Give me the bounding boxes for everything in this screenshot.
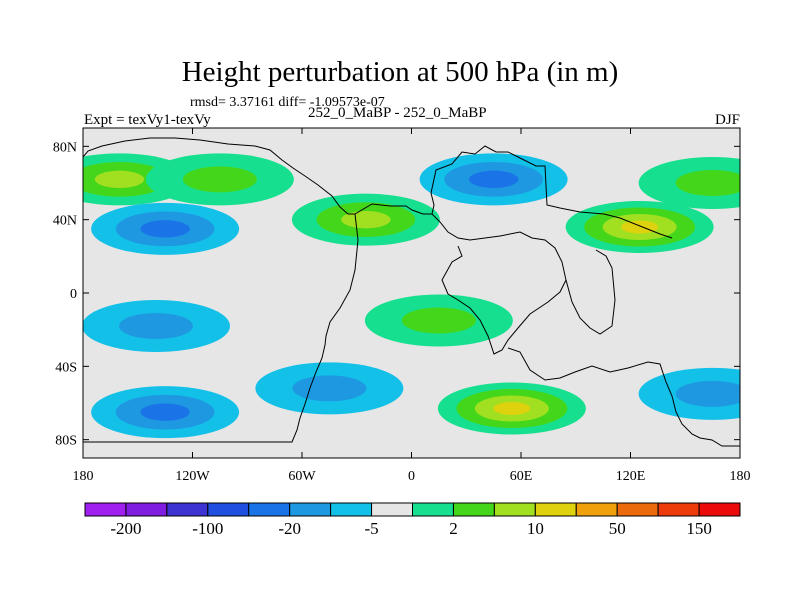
colorbar-swatch xyxy=(412,502,454,517)
coastline-australia xyxy=(507,347,740,447)
anomaly-region xyxy=(91,202,240,255)
colorbar-swatch xyxy=(493,502,536,517)
colorbar-swatch xyxy=(698,502,741,517)
contour-band xyxy=(675,380,740,407)
colorbar-label: 150 xyxy=(686,519,712,538)
colorbar-swatch xyxy=(657,502,700,517)
colorbar-label: 2 xyxy=(449,519,458,538)
coastline-americas xyxy=(83,137,359,443)
coastline-africa xyxy=(431,213,567,355)
contour-band xyxy=(468,170,519,188)
x-tick-label: 60E xyxy=(510,469,533,484)
colorbar-label: -5 xyxy=(364,519,378,538)
colorbar-swatch xyxy=(371,502,413,517)
y-tick-label: 80N xyxy=(53,140,77,155)
coastlines xyxy=(83,137,740,447)
anomaly-region xyxy=(419,153,568,206)
anomaly-region xyxy=(291,193,440,246)
x-tick-label: 180 xyxy=(73,469,94,484)
x-tick-label: 0 xyxy=(408,469,415,484)
colorbar-label: -200 xyxy=(110,519,141,538)
x-tick-label: 60W xyxy=(288,469,316,484)
experiment-label: Expt = texVy1-texVy xyxy=(84,112,211,128)
x-tick-label: 120E xyxy=(616,469,646,484)
anomaly-region xyxy=(83,300,230,352)
contour-band xyxy=(94,170,145,188)
contour-band xyxy=(401,307,476,334)
colorbar-swatch xyxy=(452,502,495,517)
colorbar-swatch xyxy=(289,502,332,517)
anomaly-region xyxy=(255,362,404,415)
y-tick-label: 0 xyxy=(70,287,77,302)
stats-line: rmsd= 3.37161 diff= -1.09573e-07 xyxy=(190,95,385,110)
anomaly-region xyxy=(437,382,586,435)
colorbar-swatch xyxy=(125,502,168,517)
colorbar-swatch xyxy=(248,502,291,517)
contour-band xyxy=(493,402,531,415)
colorbar-swatch xyxy=(207,502,250,517)
colorbar-swatch xyxy=(166,502,209,517)
case-label: 252_0_MaBP - 252_0_MaBP xyxy=(308,105,487,121)
anomaly-region xyxy=(364,294,513,347)
chart-title: Height perturbation at 500 hPa (in m) xyxy=(181,56,619,88)
contour-band xyxy=(119,313,193,339)
coastline-south-asia xyxy=(565,249,616,335)
season-label: DJF xyxy=(714,112,740,128)
colorbar-swatch xyxy=(616,502,659,517)
anomaly-region xyxy=(91,386,240,439)
anomaly-region xyxy=(565,201,714,253)
coastline-eurasia xyxy=(354,145,673,239)
anomaly-region xyxy=(638,367,740,420)
contour-band xyxy=(140,403,190,421)
y-tick-label: 40N xyxy=(53,214,77,229)
x-tick-label: 120W xyxy=(175,469,210,484)
contour-band xyxy=(182,166,257,193)
colorbar-label: 10 xyxy=(527,519,544,538)
contour-band xyxy=(140,220,190,238)
colorbar-swatch xyxy=(84,502,127,517)
anomaly-region xyxy=(145,153,294,206)
colorbar-label: -20 xyxy=(278,519,301,538)
y-tick-label: 80S xyxy=(55,434,77,449)
contour-band xyxy=(675,170,740,196)
colorbar-swatch xyxy=(534,502,577,517)
x-tick-label: 180 xyxy=(730,469,751,484)
contour-band xyxy=(341,211,391,229)
y-tick-label: 40S xyxy=(55,360,77,375)
colorbar-label: -100 xyxy=(192,519,223,538)
colorbar-label: 50 xyxy=(609,519,626,538)
colorbar-swatch xyxy=(330,502,373,517)
colorbar-swatch xyxy=(575,502,618,517)
contour-band xyxy=(621,220,659,234)
anomaly-region xyxy=(638,157,740,209)
contour-band xyxy=(292,375,367,402)
